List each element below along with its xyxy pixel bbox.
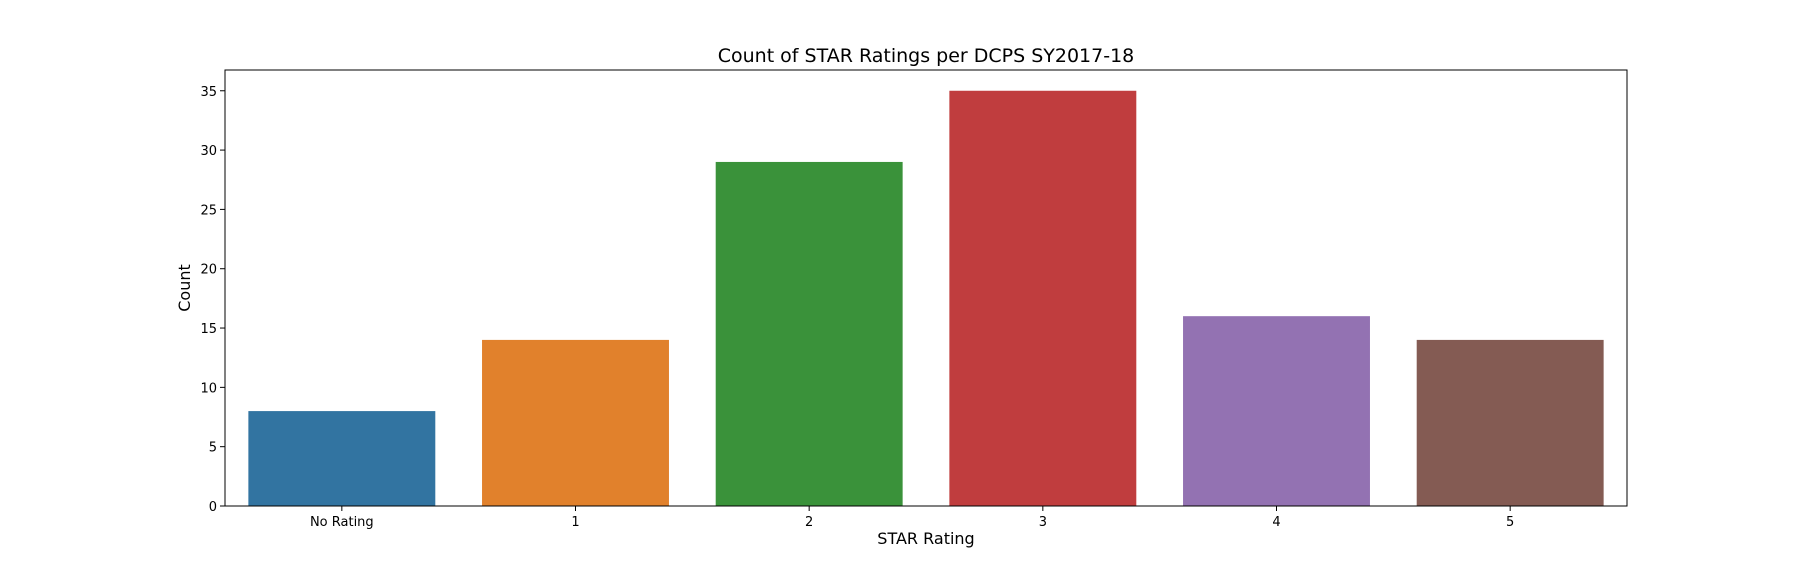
x-tick-label: 2 (805, 515, 813, 530)
x-tick-label: 4 (1272, 515, 1280, 530)
x-axis-label: STAR Rating (877, 529, 974, 548)
y-tick-label: 15 (200, 322, 217, 337)
y-tick-label: 5 (209, 441, 217, 456)
y-tick-label: 20 (200, 263, 217, 278)
y-ticks: 0 5 10 15 20 25 30 35 (200, 85, 225, 515)
bar-2 (715, 161, 903, 507)
y-tick-label: 10 (200, 381, 217, 396)
y-tick-label: 35 (200, 85, 217, 100)
chart-title: Count of STAR Ratings per DCPS SY2017-18 (718, 45, 1135, 67)
x-tick-label: No Rating (310, 515, 374, 530)
x-ticks: No Rating 1 2 3 4 5 (310, 506, 1514, 530)
bar-3 (949, 90, 1137, 506)
y-tick-label: 30 (200, 144, 217, 159)
x-tick-label: 5 (1506, 515, 1514, 530)
bar-4 (1183, 316, 1370, 506)
bar-1 (482, 339, 669, 506)
bars-layer (248, 90, 1604, 507)
y-tick-label: 0 (209, 500, 217, 515)
bar-5 (1416, 339, 1604, 506)
plot-frame (224, 69, 1628, 507)
y-tick-label: 25 (200, 203, 217, 218)
x-tick-label: 3 (1039, 515, 1047, 530)
bar-0 (248, 411, 436, 506)
x-tick-label: 1 (571, 515, 579, 530)
y-axis-label: Count (175, 264, 194, 312)
